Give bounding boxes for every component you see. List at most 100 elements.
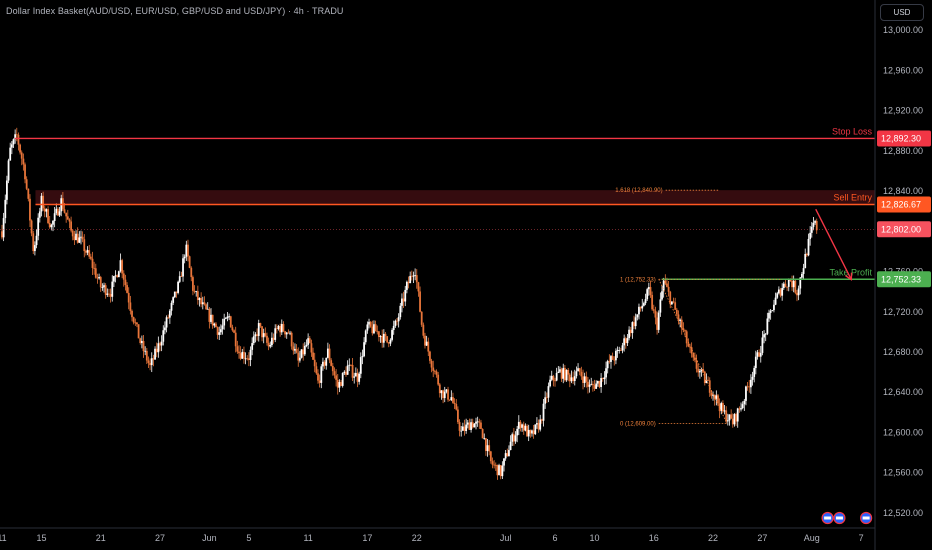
candle-body (763, 334, 765, 338)
candle-body (142, 341, 145, 352)
candle-body (261, 326, 263, 338)
candle-body (331, 365, 334, 372)
candle-body (71, 230, 74, 237)
candle-body (269, 345, 272, 347)
candle-body (588, 384, 591, 387)
candle-body (424, 335, 426, 346)
candle-body (244, 358, 247, 360)
candle-body (489, 451, 492, 462)
y-tick-label: 12,640.00 (883, 387, 923, 397)
calendar-events (821, 511, 873, 525)
candle-body (685, 331, 688, 344)
candle-body (295, 348, 298, 353)
candle-body (644, 299, 647, 304)
candle-body (348, 364, 351, 366)
candle-body (165, 317, 168, 328)
candle-body (159, 343, 161, 346)
candle-body (591, 383, 594, 386)
price-tag: 12,802.00 (877, 221, 931, 238)
candle-body (223, 318, 226, 326)
candle-body (216, 327, 219, 335)
candle-body (272, 337, 275, 340)
price-tag: 12,892.30 (877, 130, 931, 147)
candle-body (722, 403, 724, 412)
candle-body (815, 221, 818, 231)
candle-body (478, 421, 481, 423)
candle-body (154, 348, 156, 360)
candle-body (628, 329, 630, 339)
candle-body (287, 332, 290, 334)
candle-body (323, 361, 326, 366)
candle-body (108, 293, 110, 295)
candle-body (256, 334, 259, 336)
candle-body (433, 370, 436, 372)
candle-body (85, 251, 87, 253)
candle-body (781, 287, 784, 296)
candle-body (608, 361, 611, 362)
candle-body (392, 325, 395, 331)
candle-body (728, 414, 731, 421)
candle-body (496, 464, 499, 476)
candle-body (555, 373, 558, 381)
candle-body (702, 369, 705, 372)
candle-body (810, 226, 813, 233)
candle-body (784, 283, 787, 287)
candle-body (468, 422, 471, 430)
candle-body (697, 368, 700, 373)
candle-body (205, 304, 207, 310)
candle-body (68, 219, 71, 222)
candle-body (22, 158, 25, 165)
candle-body (405, 281, 408, 290)
candle-body (447, 389, 449, 400)
candle-body (814, 221, 816, 223)
candle-body (78, 237, 81, 243)
candle-body (30, 220, 33, 234)
candle-body (221, 325, 224, 330)
candle-body (410, 275, 413, 277)
candle-body (596, 381, 599, 384)
candle-body (173, 291, 176, 298)
candle-body (412, 275, 415, 277)
candle-body (774, 297, 777, 305)
x-tick-label: 21 (96, 533, 106, 543)
candle-body (484, 438, 487, 451)
candle-body (279, 325, 282, 333)
candle-body (550, 375, 553, 380)
candle-body (310, 343, 313, 353)
candle-body (27, 188, 30, 199)
candle-body (777, 289, 780, 294)
candle-body (705, 379, 708, 384)
candle-body (698, 370, 701, 373)
candle-body (35, 235, 38, 246)
candle-body (243, 351, 245, 359)
candle-body (93, 267, 96, 269)
candle-body (631, 322, 634, 334)
candle-body (121, 260, 124, 274)
candle-body (61, 198, 64, 210)
candle-body (440, 390, 443, 394)
candle-body (241, 351, 244, 359)
candle-body (124, 279, 127, 286)
candle-body (480, 422, 482, 429)
candle-body (246, 358, 249, 360)
candle-body (384, 333, 387, 337)
candle-body (226, 316, 229, 319)
sell-zone (35, 190, 875, 205)
fib-trendline (658, 279, 728, 424)
candle-body (206, 308, 209, 310)
candle-body (271, 337, 273, 346)
flag-stripe (824, 516, 832, 520)
candle-body (134, 322, 137, 324)
candle-body (488, 445, 491, 452)
projection-arrow-head (845, 272, 853, 281)
candle-body (89, 256, 92, 259)
x-tick-label: Jun (202, 533, 217, 543)
y-tick-label: 12,560.00 (883, 468, 923, 478)
candle-body (126, 285, 128, 293)
candle-body (57, 208, 59, 216)
currency-button[interactable]: USD (880, 4, 924, 21)
x-tick-label: 17 (362, 533, 372, 543)
candle-body (662, 280, 665, 292)
candle-body (666, 283, 668, 287)
